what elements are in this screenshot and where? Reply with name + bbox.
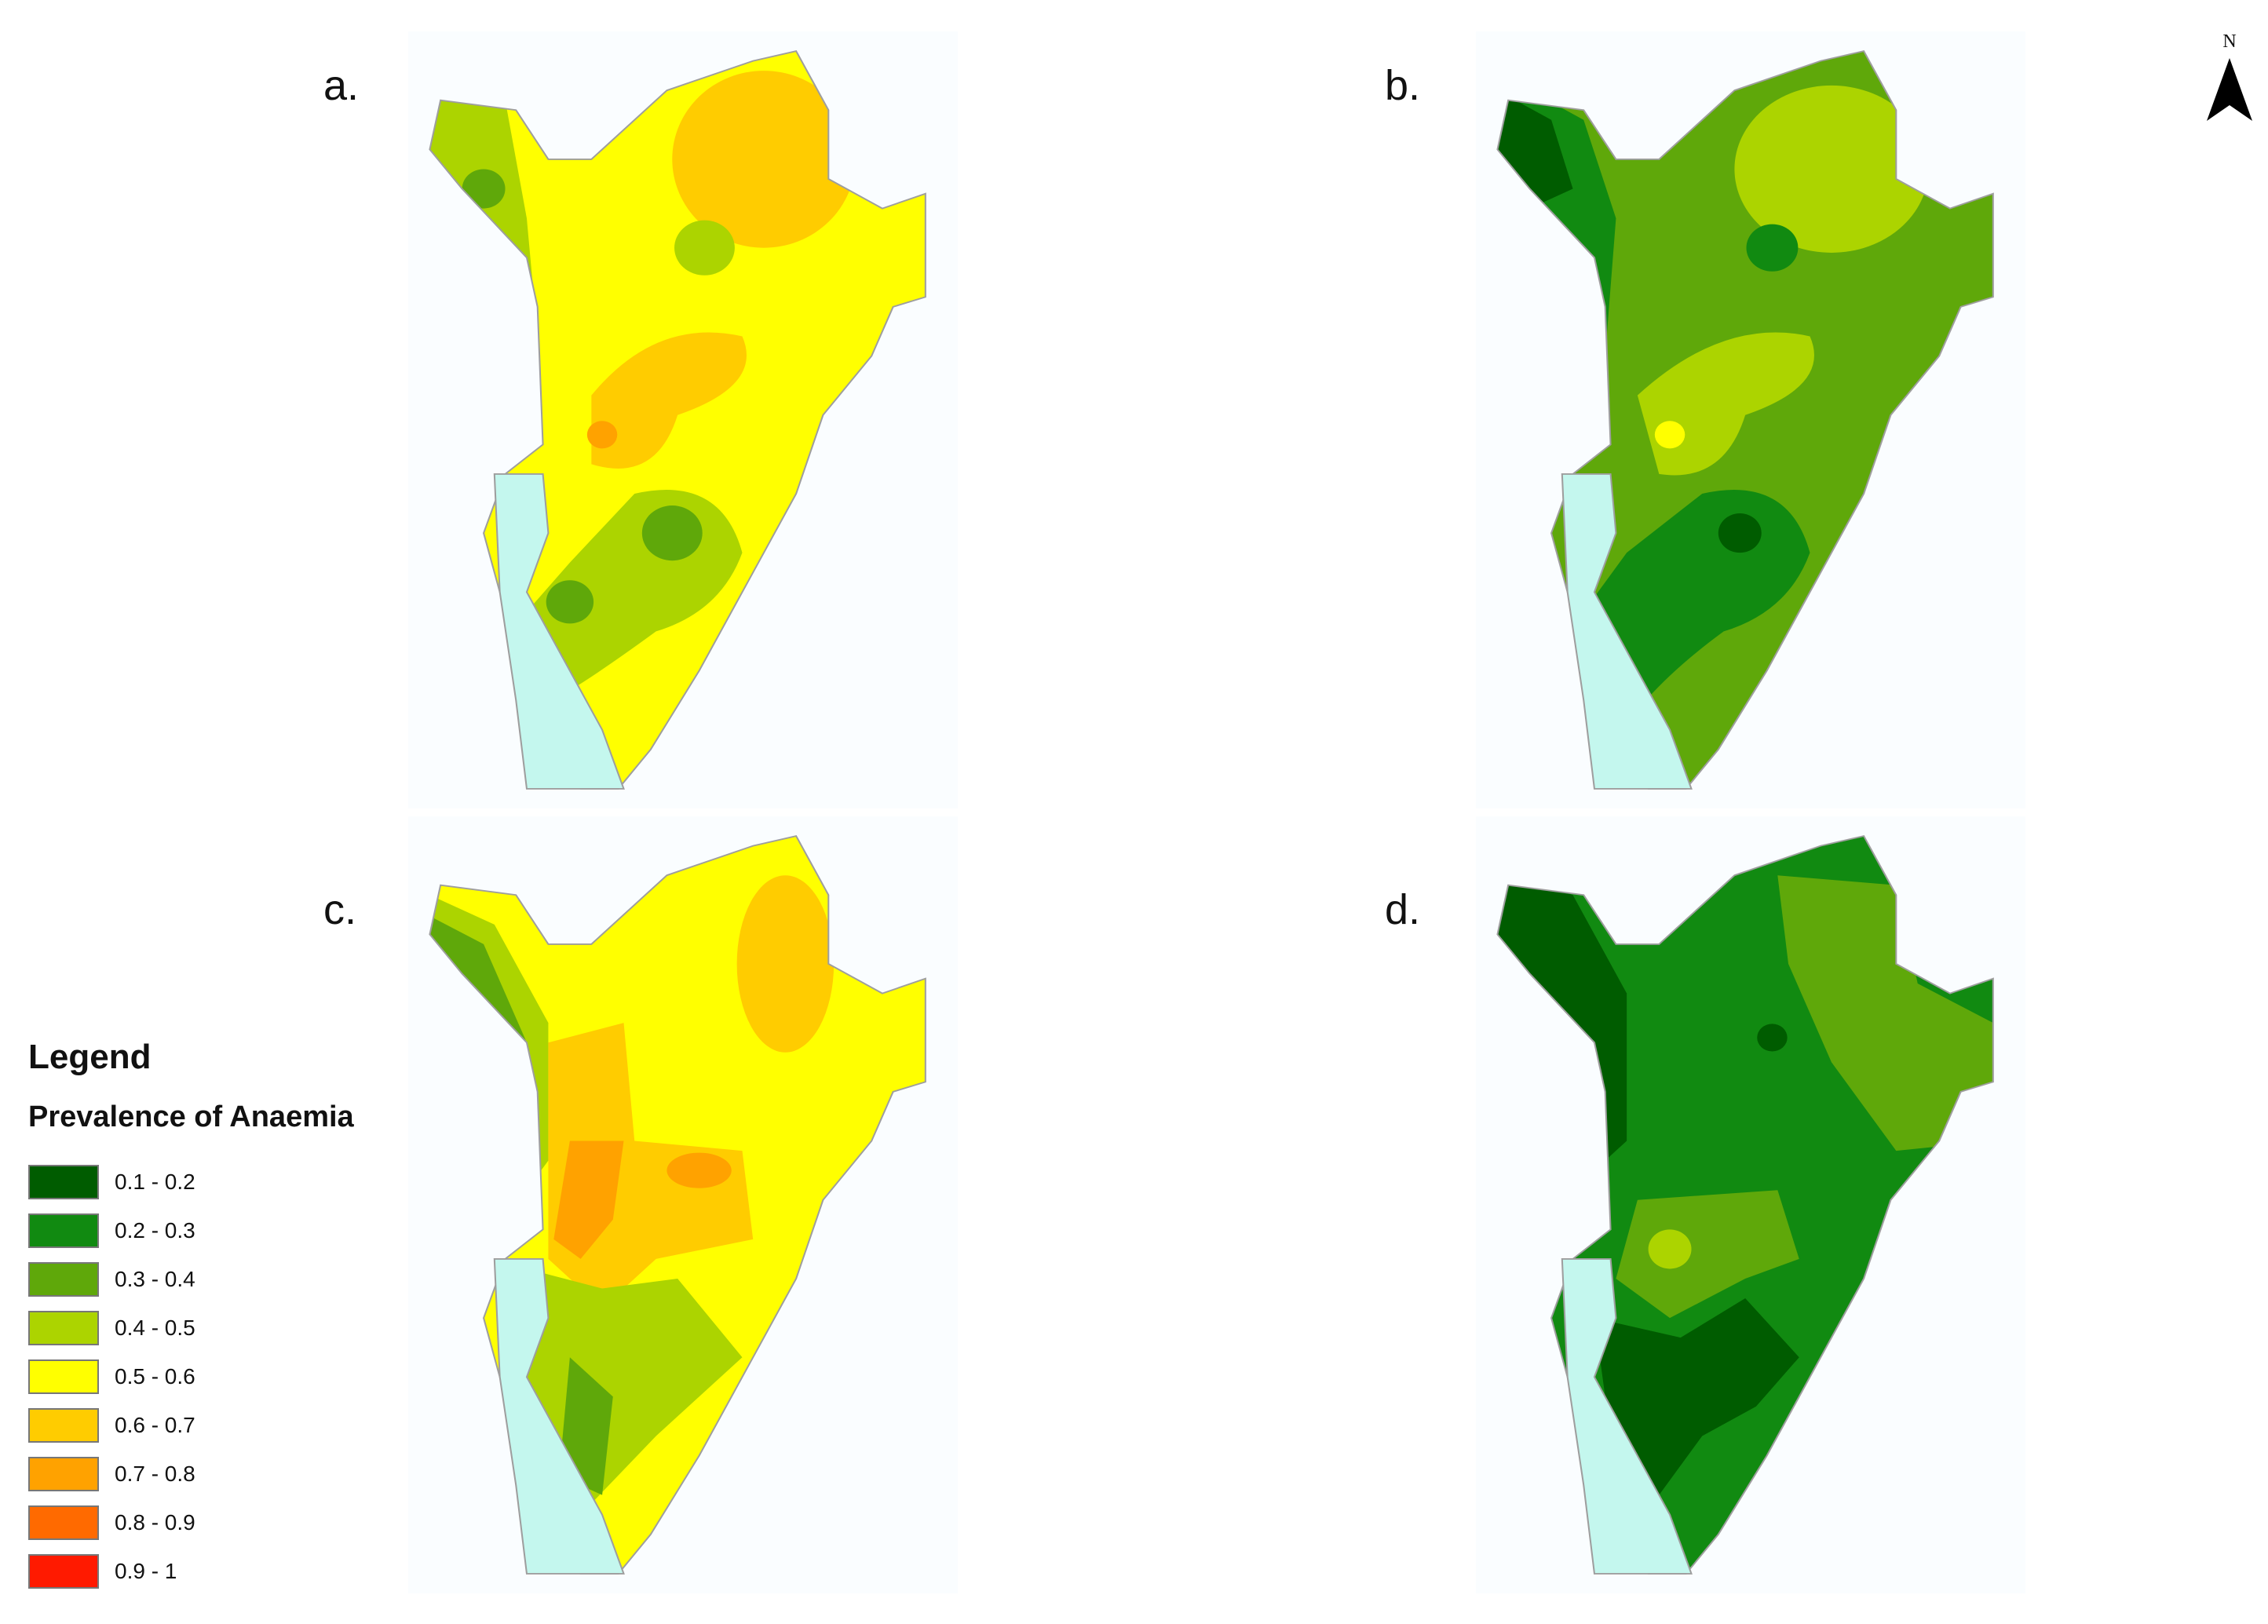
legend-swatch: [28, 1505, 99, 1540]
legend-item: 0.6 - 0.7: [28, 1401, 436, 1450]
legend-item: 0.1 - 0.2: [28, 1158, 436, 1206]
legend-item: 0.2 - 0.3: [28, 1206, 436, 1255]
map-panel-c: [408, 816, 958, 1593]
legend-label: 0.4 - 0.5: [115, 1316, 195, 1340]
map-panel-a: [408, 31, 958, 808]
legend-item: 0.7 - 0.8: [28, 1450, 436, 1498]
legend-swatch: [28, 1554, 99, 1589]
panel-label-b: b.: [1385, 62, 1421, 109]
map-a: [408, 31, 958, 808]
map-b: [1476, 31, 2025, 808]
legend-title: Legend: [28, 1038, 152, 1076]
legend-label: 0.9 - 1: [115, 1559, 177, 1583]
north-arrow-icon: [2207, 58, 2252, 121]
legend-item: 0.5 - 0.6: [28, 1352, 436, 1401]
legend-swatch: [28, 1262, 99, 1297]
legend-items: 0.1 - 0.2 0.2 - 0.3 0.3 - 0.4 0.4 - 0.5 0.5 …: [28, 1158, 436, 1596]
legend-subtitle: Prevalence of Anaemia: [28, 1100, 354, 1133]
legend-label: 0.2 - 0.3: [115, 1218, 195, 1243]
map-c: [408, 816, 958, 1593]
legend-item: 0.3 - 0.4: [28, 1255, 436, 1304]
north-arrow: N: [2202, 31, 2257, 126]
legend-label: 0.5 - 0.6: [115, 1364, 195, 1389]
map-panel-b: [1476, 31, 2025, 808]
legend-label: 0.1 - 0.2: [115, 1170, 195, 1194]
north-letter: N: [2222, 31, 2237, 52]
panel-label-d: d.: [1385, 886, 1421, 933]
legend-swatch: [28, 1408, 99, 1443]
panel-label-a: a.: [323, 62, 360, 109]
legend-item: 0.8 - 0.9: [28, 1498, 436, 1547]
legend: Legend Prevalence of Anaemia 0.1 - 0.2 0.…: [28, 1038, 436, 1596]
legend-item: 0.4 - 0.5: [28, 1304, 436, 1352]
legend-item: 0.9 - 1: [28, 1547, 436, 1596]
legend-label: 0.3 - 0.4: [115, 1267, 195, 1291]
legend-swatch: [28, 1165, 99, 1199]
legend-swatch: [28, 1359, 99, 1394]
panel-label-c: c.: [323, 886, 357, 933]
legend-swatch: [28, 1311, 99, 1345]
map-panel-d: [1476, 816, 2025, 1593]
legend-label: 0.6 - 0.7: [115, 1413, 195, 1437]
legend-label: 0.7 - 0.8: [115, 1462, 195, 1486]
legend-swatch: [28, 1213, 99, 1248]
map-d: [1476, 816, 2025, 1593]
legend-swatch: [28, 1457, 99, 1491]
legend-label: 0.8 - 0.9: [115, 1510, 195, 1535]
